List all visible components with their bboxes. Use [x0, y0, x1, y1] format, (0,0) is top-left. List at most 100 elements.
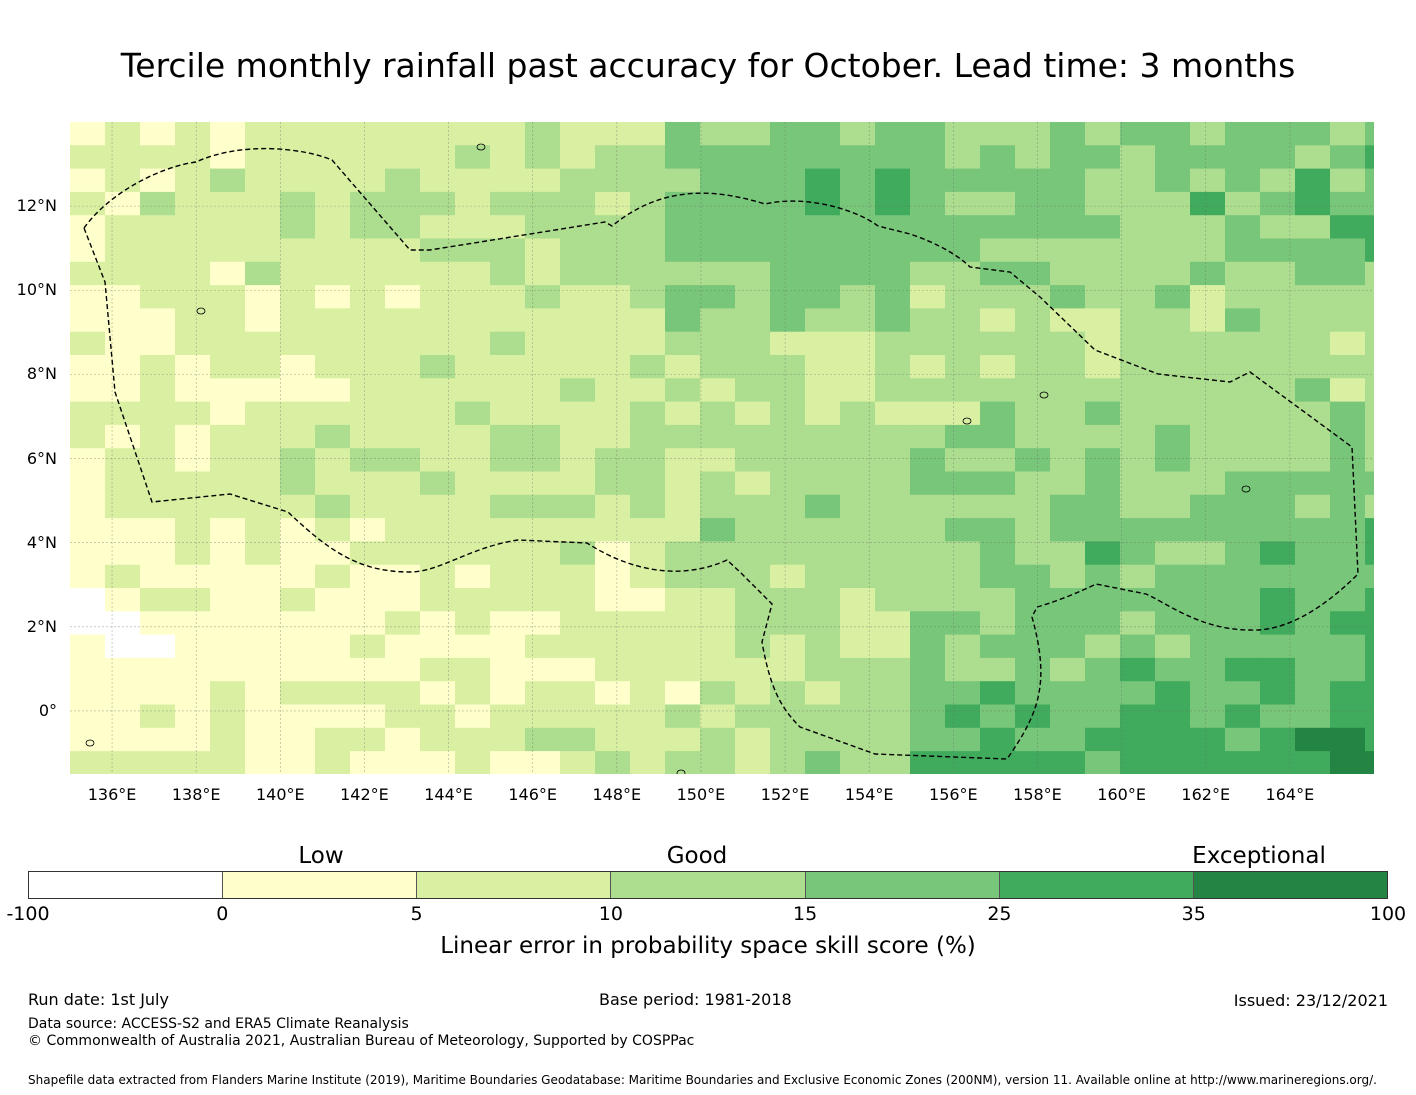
grid-cell — [525, 657, 561, 682]
grid-cell — [1120, 378, 1156, 403]
grid-cell — [280, 518, 316, 542]
grid-cell — [700, 681, 736, 705]
grid-cell — [1190, 355, 1226, 379]
grid-cell — [420, 145, 456, 170]
grid-cell — [1365, 704, 1374, 729]
grid-cell — [420, 611, 456, 636]
grid-cell — [700, 657, 736, 682]
grid-cell — [1295, 657, 1331, 682]
grid-cell — [700, 494, 736, 519]
grid-cell — [1260, 588, 1296, 612]
grid-cell — [1190, 122, 1226, 146]
grid-cell — [665, 494, 701, 519]
grid-cell — [665, 238, 701, 263]
grid-cell — [700, 285, 736, 309]
grid-cell — [455, 122, 491, 146]
grid-cell — [840, 285, 876, 309]
grid-cell — [1190, 634, 1226, 659]
grid-cell — [630, 727, 666, 752]
grid-cell — [980, 355, 1016, 379]
grid-cell — [735, 331, 771, 356]
grid-cell — [1015, 494, 1051, 519]
grid-cell — [560, 494, 596, 519]
grid-cell — [700, 471, 736, 496]
lon-tick-label: 136°E — [87, 785, 137, 804]
grid-cell — [805, 238, 841, 263]
grid-cell — [1120, 448, 1156, 472]
grid-cell — [280, 657, 316, 682]
grid-cell — [770, 122, 806, 146]
grid-cell — [210, 331, 246, 356]
grid-cell — [385, 494, 421, 519]
grid-cell — [315, 657, 351, 682]
grid-cell — [1365, 215, 1374, 239]
grid-cell — [1260, 751, 1296, 774]
grid-cell — [315, 541, 351, 566]
grid-cell — [805, 494, 841, 519]
grid-cell — [1225, 122, 1261, 146]
copyright: © Commonwealth of Australia 2021, Austra… — [28, 1033, 695, 1049]
grid-cell — [665, 611, 701, 636]
grid-cell — [210, 681, 246, 705]
grid-cell — [910, 355, 946, 379]
grid-cell — [735, 261, 771, 286]
grid-cell — [665, 424, 701, 449]
grid-cell — [385, 448, 421, 472]
grid-cell — [1085, 308, 1121, 333]
grid-cell — [210, 122, 246, 146]
grid-cell — [840, 378, 876, 403]
grid-cell — [560, 564, 596, 589]
grid-cell — [735, 634, 771, 659]
grid-cell — [1190, 494, 1226, 519]
grid-cell — [1260, 401, 1296, 426]
grid-cell — [1225, 634, 1261, 659]
grid-cell — [910, 424, 946, 449]
grid-cell — [595, 331, 631, 356]
grid-cell — [1050, 681, 1086, 705]
grid-cell — [1365, 238, 1374, 263]
grid-cell — [210, 285, 246, 309]
grid-cell — [805, 285, 841, 309]
grid-cell — [140, 331, 176, 356]
grid-cell — [1015, 588, 1051, 612]
grid-cell — [140, 191, 176, 216]
grid-cell — [1015, 751, 1051, 774]
grid-cell — [245, 308, 281, 333]
grid-cell — [910, 751, 946, 774]
grid-cell — [665, 261, 701, 286]
grid-cell — [1365, 518, 1374, 542]
grid-cell — [980, 751, 1016, 774]
grid-cell — [805, 541, 841, 566]
grid-cell — [140, 494, 176, 519]
grid-cell — [1330, 494, 1366, 519]
grid-cell — [1365, 261, 1374, 286]
grid-cell — [630, 588, 666, 612]
grid-cell — [980, 331, 1016, 356]
lon-tick-label: 164°E — [1265, 785, 1315, 804]
grid-cell — [1015, 727, 1051, 752]
grid-cell — [875, 704, 911, 729]
grid-cell — [980, 238, 1016, 263]
grid-cell — [1225, 704, 1261, 729]
grid-cell — [1225, 238, 1261, 263]
grid-cell — [630, 564, 666, 589]
grid-cell — [245, 168, 281, 193]
colorbar-segment — [29, 872, 224, 898]
grid-cell — [1295, 494, 1331, 519]
grid-cell — [875, 261, 911, 286]
grid-cell — [735, 145, 771, 170]
grid-cell — [560, 168, 596, 193]
grid-cell — [875, 681, 911, 705]
grid-cell — [1260, 145, 1296, 170]
grid-cell — [525, 471, 561, 496]
grid-cell — [630, 215, 666, 239]
grid-cell — [175, 145, 211, 170]
grid-cell — [525, 634, 561, 659]
grid-cell — [490, 727, 526, 752]
grid-cell — [385, 518, 421, 542]
grid-cell — [735, 518, 771, 542]
grid-cell — [1155, 448, 1191, 472]
grid-cell — [1155, 261, 1191, 286]
grid-cell — [245, 331, 281, 356]
grid-cell — [1085, 727, 1121, 752]
